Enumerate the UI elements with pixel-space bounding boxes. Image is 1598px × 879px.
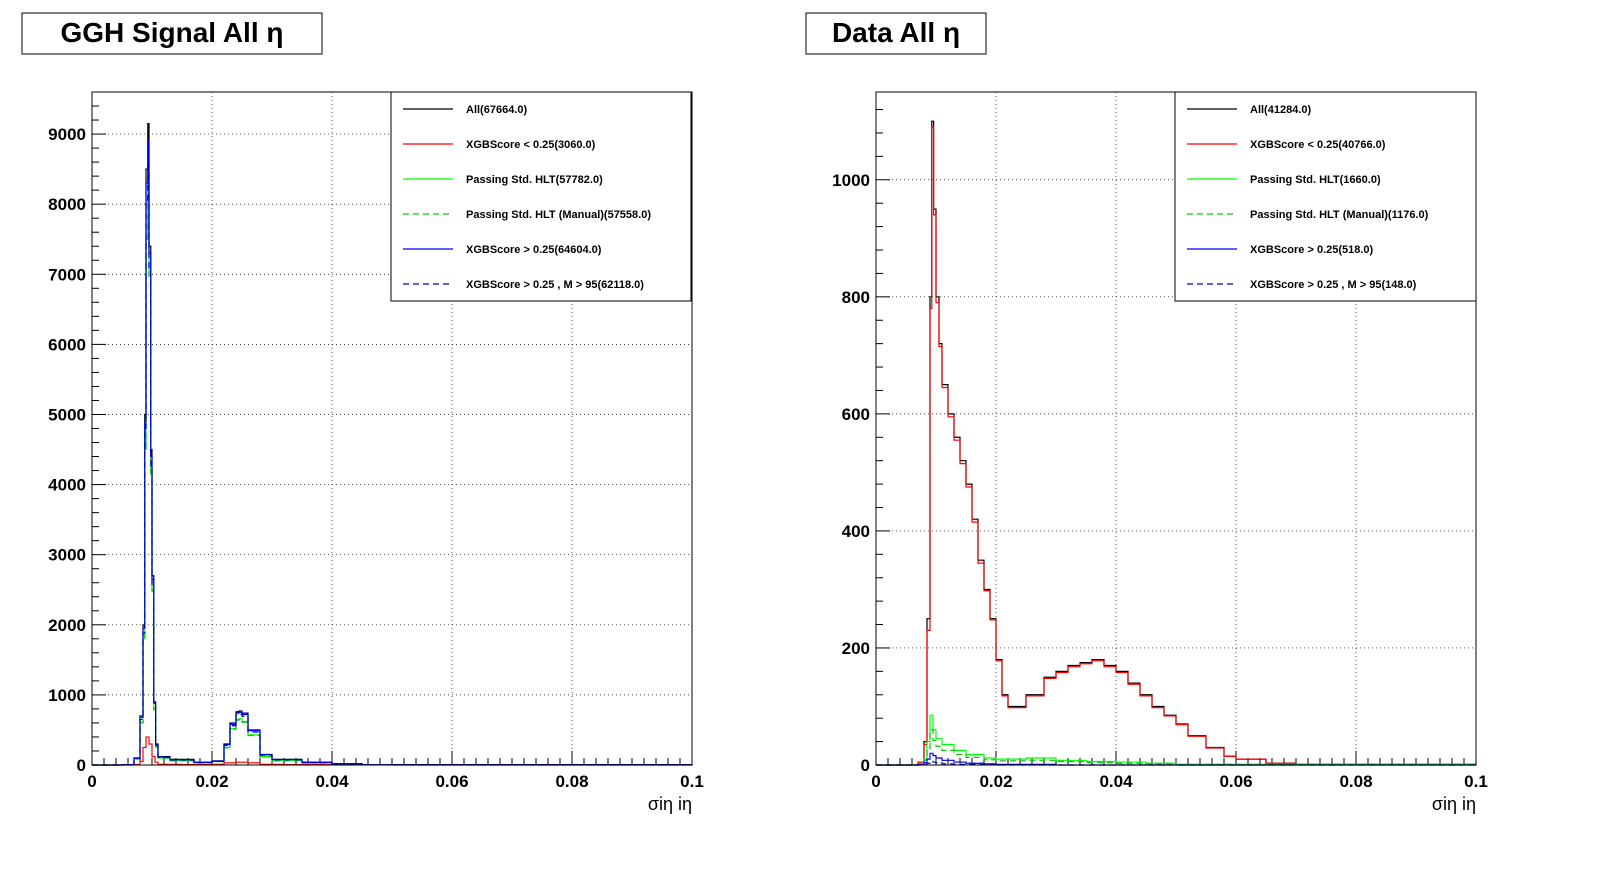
x-tick-label: 0.02 — [195, 772, 228, 791]
x-tick-label: 0.06 — [435, 772, 468, 791]
legend-label-4: Passing Std. HLT (Manual)(1176.0) — [1250, 209, 1429, 221]
legend-label-2: XGBScore < 0.25(3060.0) — [466, 139, 596, 151]
series-line-2 — [876, 126, 1477, 766]
legend-label-1: All(67664.0) — [466, 104, 527, 116]
series-line-5 — [876, 752, 1476, 766]
y-tick-label: 5000 — [48, 405, 86, 424]
x-tick-label: 0.08 — [555, 772, 588, 791]
legend-box — [1174, 91, 1477, 302]
series-line-3 — [876, 714, 1477, 766]
legend-label-1: All(41284.0) — [1250, 104, 1311, 116]
x-tick-label: 0.02 — [979, 772, 1012, 791]
chart-title: GGH Signal All η — [61, 17, 284, 48]
x-tick-label: 0.1 — [1464, 772, 1488, 791]
y-tick-label: 0 — [861, 756, 870, 775]
legend-label-3: Passing Std. HLT(1660.0) — [1250, 174, 1381, 186]
y-tick-label: 800 — [842, 288, 870, 307]
x-tick-label: 0 — [87, 772, 96, 791]
y-tick-label: 1000 — [48, 686, 86, 705]
y-tick-label: 7000 — [48, 265, 86, 284]
legend-label-2: XGBScore < 0.25(40766.0) — [1250, 139, 1386, 151]
x-tick-label: 0.1 — [680, 772, 704, 791]
series-line-2 — [92, 736, 693, 766]
legend-label-4: Passing Std. HLT (Manual)(57558.0) — [466, 209, 651, 221]
y-tick-label: 1000 — [832, 171, 870, 190]
series-line-5 — [92, 140, 693, 766]
legend-box — [390, 91, 692, 302]
y-tick-label: 3000 — [48, 546, 86, 565]
y-tick-label: 0 — [77, 756, 86, 775]
legend-label-3: Passing Std. HLT(57782.0) — [466, 174, 603, 186]
y-tick-label: 200 — [842, 639, 870, 658]
y-tick-label: 4000 — [48, 476, 86, 495]
x-axis-label: σiη iη — [1432, 794, 1476, 814]
y-tick-label: 600 — [842, 405, 870, 424]
legend-label-6: XGBScore > 0.25 , M > 95(148.0) — [1250, 279, 1417, 291]
x-tick-label: 0 — [871, 772, 880, 791]
series-line-6 — [876, 760, 1476, 766]
x-tick-label: 0.08 — [1339, 772, 1372, 791]
x-tick-label: 0.06 — [1219, 772, 1252, 791]
chart-panel-left: GGH Signal All η 0 0.02 0.04 0.06 0.08 0.1 0 100… — [21, 12, 704, 814]
x-tick-label: 0.04 — [1099, 772, 1133, 791]
legend-label-6: XGBScore > 0.25 , M > 95(62118.0) — [466, 279, 644, 291]
x-axis-label: σiη iη — [648, 794, 692, 814]
chart-title: Data All η — [832, 17, 960, 48]
y-tick-label: 6000 — [48, 335, 86, 354]
y-tick-label: 9000 — [48, 125, 86, 144]
series-line-6 — [92, 161, 693, 766]
chart-title-box — [805, 12, 987, 55]
chart-panel-right: Data All η 0 0.02 0.04 0.06 0.08 0.1 0 200 400 600… — [805, 12, 1488, 814]
series-line-4 — [876, 729, 1477, 766]
y-tick-label: 2000 — [48, 616, 86, 635]
legend-label-5: XGBScore > 0.25(518.0) — [1250, 244, 1374, 256]
x-tick-label: 0.04 — [315, 772, 349, 791]
y-tick-label: 400 — [842, 522, 870, 541]
legend-label-5: XGBScore > 0.25(64604.0) — [466, 244, 602, 256]
y-tick-label: 8000 — [48, 195, 86, 214]
chart-title-box — [21, 12, 323, 55]
